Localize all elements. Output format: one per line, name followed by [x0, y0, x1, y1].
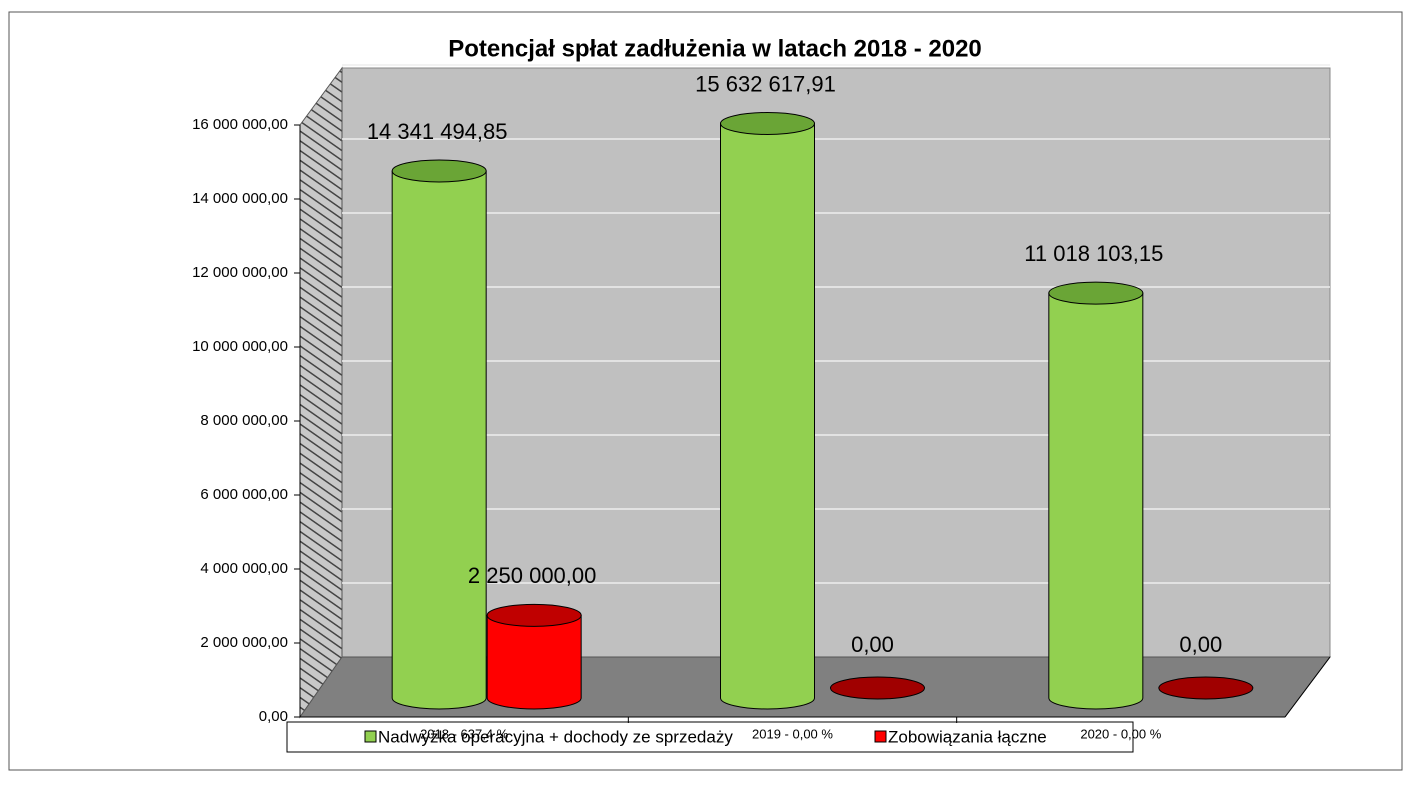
- data-label: 11 018 103,15: [1024, 241, 1163, 266]
- legend-swatch: [874, 730, 887, 743]
- bar-top: [720, 112, 815, 136]
- x-tick-label: 2019 - 0,00 %: [752, 726, 833, 741]
- y-tick-label: 16 000 000,00: [192, 116, 288, 133]
- data-label: 0,00: [851, 632, 894, 657]
- bar-top: [486, 603, 582, 627]
- floor-edge: [1284, 656, 1331, 718]
- x-tick-label: 2020 - 0,00 %: [1080, 726, 1161, 741]
- bar: [486, 614, 582, 710]
- bar-top: [391, 159, 487, 183]
- legend-swatch: [364, 730, 377, 743]
- legend: [286, 721, 1134, 753]
- y-tick-label: 6 000 000,00: [200, 486, 288, 503]
- bar: [720, 123, 815, 710]
- bar: [391, 170, 487, 710]
- data-label: 14 341 494,85: [367, 119, 508, 144]
- data-label: 15 632 617,91: [695, 71, 836, 96]
- data-label: 0,00: [1179, 632, 1222, 657]
- legend-label: Nadwyżka operacyjna + dochody ze sprzeda…: [378, 727, 733, 746]
- legend-label: Zobowiązania łączne: [888, 727, 1047, 746]
- y-tick-label: 14 000 000,00: [192, 190, 288, 207]
- data-label: 2 250 000,00: [468, 563, 596, 588]
- bar: [1048, 292, 1144, 710]
- bar: [830, 676, 925, 700]
- y-tick-label: 2 000 000,00: [200, 634, 288, 651]
- side-wall: [299, 66, 343, 719]
- y-tick-label: 12 000 000,00: [192, 264, 288, 281]
- y-tick-label: 8 000 000,00: [200, 412, 288, 429]
- y-tick-label: 4 000 000,00: [200, 560, 288, 577]
- x-tick-label: 2018 - 637,4 %: [420, 726, 509, 741]
- bar: [1158, 676, 1254, 700]
- chart-title: Potencjał spłat zadłużenia w latach 2018…: [448, 35, 982, 62]
- bar-top: [1048, 281, 1144, 305]
- y-tick-label: 0,00: [259, 708, 288, 725]
- y-tick-label: 10 000 000,00: [192, 338, 288, 355]
